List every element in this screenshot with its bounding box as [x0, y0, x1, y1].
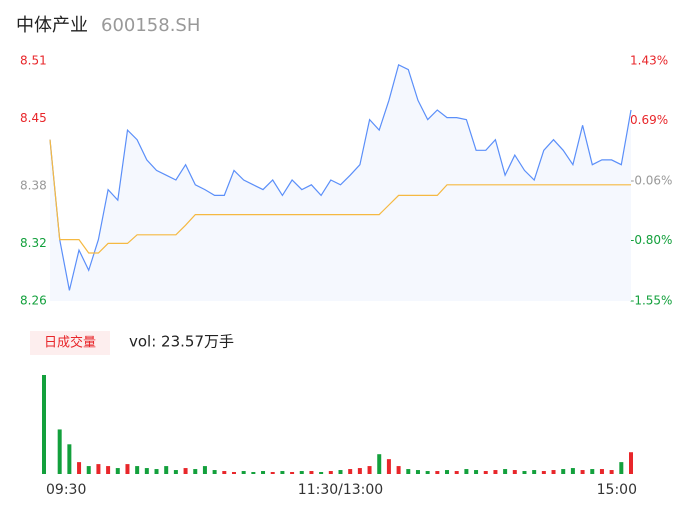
y-tick-label: 8.51	[20, 54, 47, 68]
volume-bar	[483, 471, 488, 474]
volume-bar	[338, 470, 343, 474]
volume-total: vol: 23.57万手	[129, 333, 234, 351]
volume-bar	[599, 469, 604, 474]
volume-bar	[328, 471, 333, 474]
volume-bar	[377, 454, 382, 474]
volume-bar	[144, 468, 149, 474]
y-tick-label: 8.45	[20, 111, 47, 125]
y-tick-label: 8.32	[20, 236, 47, 250]
volume-bar	[629, 452, 633, 474]
volume-bar	[551, 470, 556, 474]
volume-bar	[309, 471, 314, 474]
volume-bar	[183, 468, 188, 474]
y2-tick-label: -0.80%	[630, 233, 672, 247]
volume-bar	[280, 471, 285, 474]
volume-bar	[445, 470, 450, 474]
volume-bar	[164, 466, 169, 474]
volume-bar	[193, 469, 198, 474]
price-area	[50, 64, 631, 301]
volume-bar	[619, 462, 624, 474]
volume-bar	[386, 459, 391, 474]
volume-title: 日成交量	[44, 335, 96, 351]
volume-bar	[415, 470, 420, 474]
volume-bar	[57, 429, 62, 474]
volume-bar	[367, 466, 372, 474]
volume-bar	[474, 470, 479, 474]
volume-bar	[425, 471, 430, 474]
volume-bar	[396, 466, 401, 474]
y2-tick-label: -1.55%	[630, 294, 672, 308]
stock-name: 中体产业	[16, 15, 88, 36]
volume-bar	[125, 464, 130, 474]
volume-bar	[454, 471, 459, 474]
volume-bar	[435, 471, 440, 474]
volume-bar	[202, 466, 207, 474]
volume-bar	[251, 472, 256, 474]
volume-bar	[173, 470, 178, 474]
volume-bar	[77, 462, 82, 474]
volume-bar	[580, 470, 585, 474]
volume-bar	[319, 472, 324, 474]
volume-bar	[541, 471, 546, 474]
y2-tick-label: 0.69%	[630, 113, 668, 127]
volume-bar	[270, 472, 275, 474]
volume-bar	[241, 471, 246, 474]
volume-bar	[96, 464, 101, 474]
series-line	[49, 139, 631, 254]
volume-bar	[154, 469, 159, 474]
volume-bar	[590, 469, 595, 474]
volume-bar	[570, 468, 575, 474]
volume-bar	[115, 468, 120, 474]
volume-bar	[512, 470, 517, 474]
y2-tick-label: -0.06%	[630, 174, 672, 188]
volume-bar	[299, 471, 304, 474]
volume-bar	[261, 471, 266, 474]
volume-bar	[212, 470, 217, 474]
volume-bar	[106, 466, 111, 474]
x-tick-label: 11:30/13:00	[298, 482, 383, 498]
y-tick-label: 8.38	[20, 178, 47, 192]
stock-code: 600158.SH	[101, 15, 200, 36]
volume-bar	[406, 469, 411, 474]
volume-bar	[532, 470, 537, 474]
volume-bar	[609, 470, 614, 474]
volume-bar	[464, 469, 469, 474]
volume-bar	[222, 471, 227, 474]
volume-bar	[231, 472, 236, 474]
volume-bar	[86, 466, 91, 474]
volume-bar	[348, 469, 353, 474]
volume-bar	[135, 466, 140, 474]
y-tick-label: 8.26	[20, 294, 47, 308]
volume-bar	[503, 469, 508, 474]
y2-tick-label: 1.43%	[630, 54, 668, 68]
volume-bar	[522, 471, 527, 474]
volume-bar	[493, 470, 498, 474]
series-line	[49, 63, 632, 291]
volume-bar	[561, 469, 566, 474]
volume-bar	[357, 468, 362, 474]
x-tick-label: 15:00	[597, 482, 637, 498]
volume-bar	[67, 444, 72, 474]
volume-bar	[290, 472, 295, 474]
x-tick-label: 09:30	[46, 482, 86, 498]
volume-bar	[42, 375, 46, 474]
volume-badge	[30, 331, 110, 355]
